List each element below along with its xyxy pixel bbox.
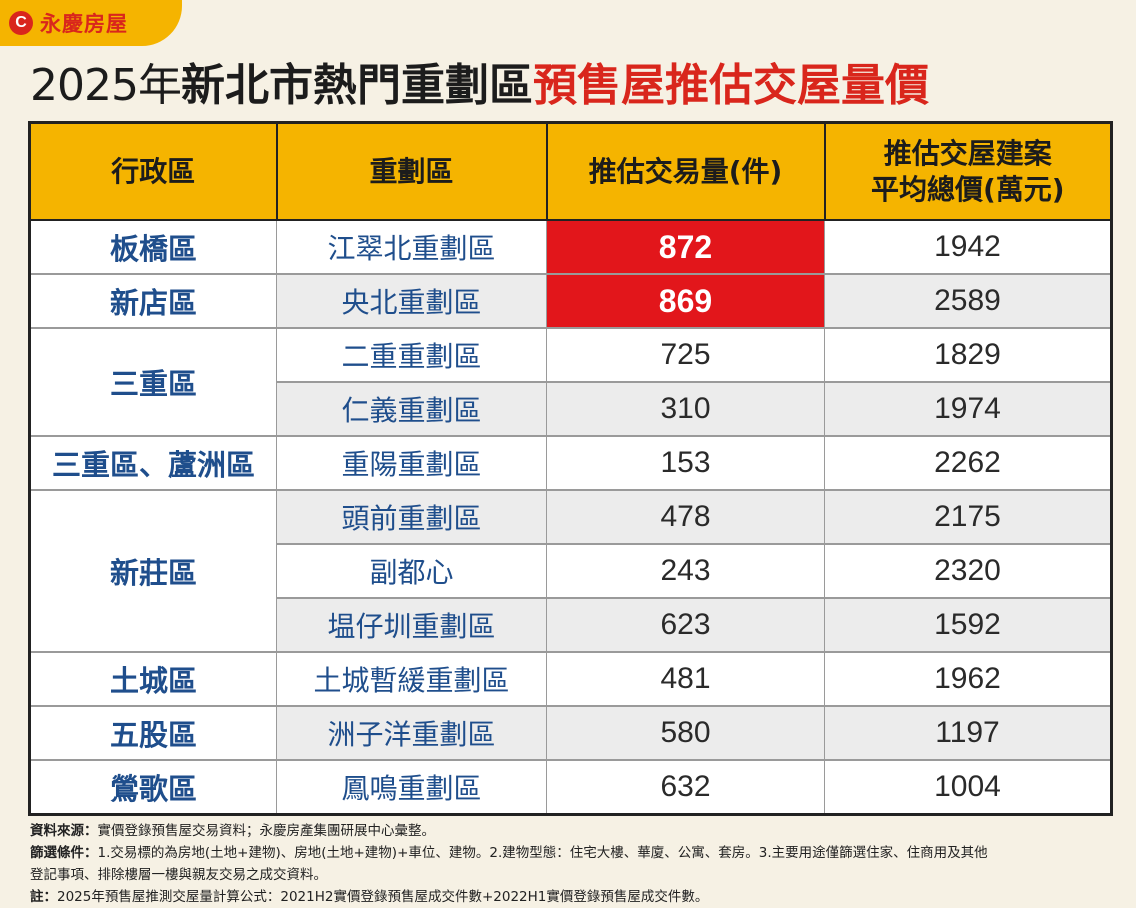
table-row: 五股區 洲子洋重劃區 580 1197 [29,706,1112,761]
title-topic: 預售屋推估交屋量價 [532,60,929,111]
table-body: 板橋區 江翠北重劃區 872 1942 新店區 央北重劃區 869 2589 三重區 二重重劃區 7… [29,220,1112,816]
zone-cell: 重陽重劃區 [276,436,547,491]
source-label: 資料來源： [30,823,98,839]
column-header-avg-price: 推估交屋建案 平均總價(萬元) [823,121,1113,221]
avg-price-cell: 2320 [824,544,1112,599]
brand-mark-icon: C [9,11,33,35]
avg-price-cell: 1592 [824,598,1112,653]
table-row: 新店區 央北重劃區 869 2589 [29,274,1112,329]
district-cell: 五股區 [29,706,277,761]
zone-cell: 央北重劃區 [276,274,547,329]
zone-cell: 副都心 [276,544,547,599]
district-cell: 三重區 [29,328,277,437]
avg-price-cell: 1942 [824,220,1112,275]
avg-price-cell: 1004 [824,760,1112,816]
brand-logo: C 永慶房屋 [0,0,182,46]
footnotes: 資料來源：實價登錄預售屋交易資料；永慶房產集團研展中心彙整。 篩選條件：1.交易… [30,820,1115,908]
source-note: 資料來源：實價登錄預售屋交易資料；永慶房產集團研展中心彙整。 [30,820,1115,842]
zone-cell: 鳳鳴重劃區 [276,760,547,816]
source-text: 實價登錄預售屋交易資料；永慶房產集團研展中心彙整。 [97,823,436,839]
volume-cell: 580 [546,706,825,761]
column-header-district: 行政區 [28,121,278,221]
note-text: 2025年預售屋推測交屋量計算公式：2021H2實價登錄預售屋成交件數+2022… [57,889,709,905]
district-cell: 三重區、蘆洲區 [29,436,277,491]
column-header-avg-price-line2: 平均總價(萬元) [870,172,1065,206]
zone-cell: 二重重劃區 [276,328,547,383]
volume-cell: 153 [546,436,825,491]
table-row: 鶯歌區 鳳鳴重劃區 632 1004 [29,760,1112,816]
avg-price-cell: 1197 [824,706,1112,761]
district-cell: 板橋區 [29,220,277,275]
avg-price-cell: 2589 [824,274,1112,329]
volume-cell: 481 [546,652,825,707]
column-header-volume: 推估交易量(件) [545,121,826,221]
avg-price-cell: 1829 [824,328,1112,383]
table-row: 三重區 二重重劃區 725 1829 [29,328,1112,437]
table-row: 塭仔圳重劃區 623 1592 [30,598,1112,653]
table-header-row: 行政區 重劃區 推估交易量(件) 推估交屋建案 平均總價(萬元) [28,121,1113,221]
avg-price-cell: 2175 [824,490,1112,545]
title-subject: 新北市熱門重劃區 [180,60,533,111]
table-row: 土城區 土城暫緩重劃區 481 1962 [29,652,1112,707]
table-row: 三重區、蘆洲區 重陽重劃區 153 2262 [29,436,1112,491]
volume-cell: 243 [546,544,825,599]
avg-price-cell: 1974 [824,382,1112,437]
title-year: 2025年 [30,60,182,111]
data-table: 行政區 重劃區 推估交易量(件) 推估交屋建案 平均總價(萬元) 板橋區 江翠北重… [28,121,1113,816]
filter-label: 篩選條件： [30,845,98,861]
district-cell: 鶯歌區 [29,760,277,816]
table-row: 副都心 243 2320 [30,544,1112,599]
volume-cell: 725 [546,328,825,383]
table-row: 新莊區 頭前重劃區 478 2175 [29,490,1112,653]
zone-cell: 仁義重劃區 [276,382,547,437]
note-label: 註： [30,889,57,905]
district-cell: 新店區 [29,274,277,329]
zone-cell: 土城暫緩重劃區 [276,652,547,707]
avg-price-cell: 2262 [824,436,1112,491]
table-row: 板橋區 江翠北重劃區 872 1942 [29,220,1112,275]
volume-cell: 869 [546,274,825,329]
column-header-avg-price-line1: 推估交屋建案 [883,136,1052,170]
volume-cell: 632 [546,760,825,816]
filter-text: 1.交易標的為房地(土地+建物)、房地(土地+建物)+車位、建物。2.建物型態：… [97,845,988,861]
zone-cell: 洲子洋重劃區 [276,706,547,761]
avg-price-cell: 1962 [824,652,1112,707]
volume-cell: 872 [546,220,825,275]
filter-note-continued: 登記事項、排除樓層一樓與親友交易之成交資料。 [30,864,1115,886]
brand-name: 永慶房屋 [40,12,128,36]
volume-cell: 478 [546,490,825,545]
zone-cell: 江翠北重劃區 [276,220,547,275]
volume-cell: 623 [546,598,825,653]
filter-text-2: 登記事項、排除樓層一樓與親友交易之成交資料。 [30,867,327,883]
district-cell: 土城區 [29,652,277,707]
filter-note: 篩選條件：1.交易標的為房地(土地+建物)、房地(土地+建物)+車位、建物。2.… [30,842,1115,864]
table-row: 仁義重劃區 310 1974 [30,382,1112,437]
zone-cell: 塭仔圳重劃區 [276,598,547,653]
formula-note: 註：2025年預售屋推測交屋量計算公式：2021H2實價登錄預售屋成交件數+20… [30,886,1115,908]
column-header-zone: 重劃區 [275,121,548,221]
volume-cell: 310 [546,382,825,437]
chart-title: 2025年新北市熱門重劃區預售屋推估交屋量價 [30,56,1120,116]
zone-cell: 頭前重劃區 [276,490,547,545]
district-cell: 新莊區 [29,490,277,653]
